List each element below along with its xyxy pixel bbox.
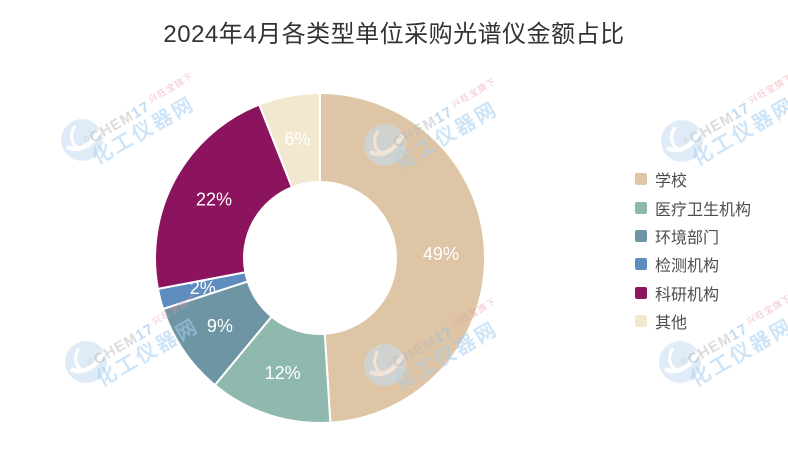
legend-swatch (635, 258, 647, 271)
chart-legend: 学校医疗卫生机构 环境部门检测机构科研机构其他 (635, 165, 751, 335)
legend-label: 环境部门 (655, 229, 720, 247)
legend-item-医疗卫生机构[interactable]: 医疗卫生机构 (635, 193, 751, 221)
slice-label-环境部门: 9% (207, 316, 233, 336)
legend-label: 学校 (655, 173, 688, 191)
slice-label-学校: 49% (423, 244, 459, 264)
donut-slice-其他[interactable] (258, 92, 321, 189)
legend-item-检测机构[interactable]: 检测机构 (635, 250, 751, 278)
legend-swatch (635, 229, 647, 242)
legend-label: 检测机构 (655, 258, 720, 276)
legend-item-其他[interactable]: 其他 (635, 307, 751, 335)
legend-label: 科研机构 (655, 286, 720, 304)
donut-slice-学校[interactable] (319, 92, 486, 424)
slice-label-其他: 6% (284, 129, 310, 149)
slice-label-检测机构: 2% (190, 278, 216, 298)
legend-swatch (635, 173, 647, 186)
legend-item-学校[interactable]: 学校 (635, 165, 751, 193)
legend-swatch (635, 315, 647, 328)
donut-slice-科研机构[interactable] (154, 103, 294, 290)
legend-item-科研机构[interactable]: 科研机构 (635, 279, 751, 307)
chart-title: 2024年4月各类型单位采购光谱仪金额占比 (163, 21, 625, 48)
slice-label-医疗卫生机构: 12% (265, 363, 301, 383)
legend-label: 医疗卫生机构 (655, 201, 752, 219)
legend-item-环境部门[interactable]: 环境部门 (635, 222, 751, 250)
slice-label-科研机构: 22% (196, 190, 232, 210)
legend-swatch (635, 201, 647, 214)
legend-label: 其他 (655, 315, 688, 333)
legend-swatch (635, 286, 647, 299)
